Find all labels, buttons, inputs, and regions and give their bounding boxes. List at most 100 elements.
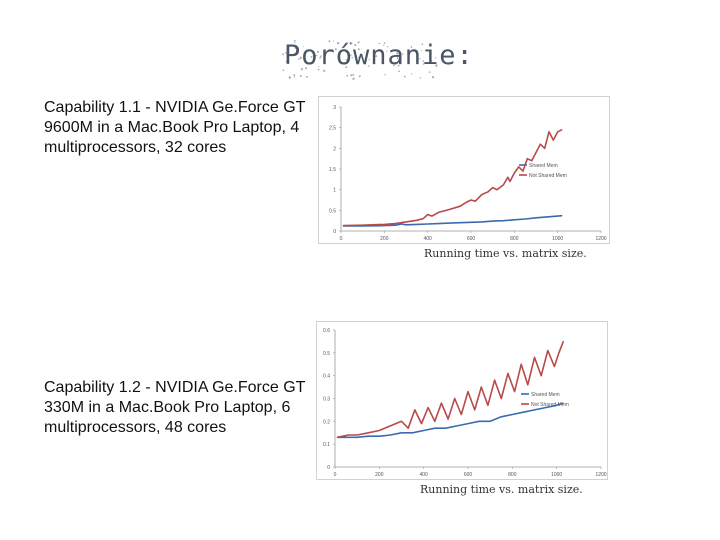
data-point — [514, 391, 516, 393]
data-point — [545, 407, 547, 409]
y-tick-label: 1.5 — [329, 167, 336, 173]
chart-1-panel: 0 0.5 1 1.5 2 2.5 3 0 200 400 600 800 1000 1200 Shared… — [318, 96, 610, 244]
chart-2-panel: 0 0.1 0.2 0.3 0.4 0.5 0.6 0 200 400 600 800 1000 1200… — [316, 321, 608, 480]
legend-label: Shared Mem — [531, 392, 560, 398]
speckle-dot — [358, 75, 361, 78]
speckle-dot — [299, 56, 302, 59]
data-point — [416, 219, 418, 221]
chart-2: 0 0.1 0.2 0.3 0.4 0.5 0.6 0 200 400 600 800 1000 1200… — [323, 328, 607, 478]
speckle-dot — [401, 53, 404, 55]
y-tick-label: 0 — [327, 465, 330, 471]
data-point — [487, 191, 489, 193]
speckle-dot — [282, 69, 285, 72]
data-point — [412, 432, 414, 434]
data-point — [534, 356, 535, 358]
speckle-dot — [345, 58, 348, 61]
x-tick-label: 800 — [508, 472, 517, 478]
data-point — [459, 205, 461, 207]
data-point — [362, 224, 364, 226]
data-point — [378, 435, 380, 437]
data-point — [405, 224, 407, 226]
data-point — [513, 172, 515, 174]
x-tick-label: 600 — [464, 472, 473, 478]
data-point — [552, 139, 554, 141]
speckle-dot — [317, 68, 320, 71]
speckle-dot — [396, 57, 399, 60]
x-tick-label: 600 — [467, 236, 476, 242]
data-point — [427, 407, 429, 409]
data-point — [524, 218, 526, 220]
y-tick-label: 3 — [333, 105, 336, 111]
data-point — [414, 409, 416, 411]
speckle-dot — [383, 42, 386, 44]
data-point — [562, 340, 564, 342]
data-point — [535, 152, 537, 153]
data-point — [440, 402, 442, 404]
data-point — [454, 398, 456, 399]
speckle-dot — [323, 69, 326, 72]
speckle-dot — [395, 49, 399, 52]
data-point — [416, 223, 418, 225]
data-point — [467, 423, 469, 425]
data-point — [336, 436, 338, 438]
y-tick-label: 0.5 — [323, 351, 330, 357]
gpu-description-2: Capability 1.2 - NVIDIA Ge.Force GT 330M… — [44, 379, 306, 436]
speckle-dot — [410, 46, 413, 48]
speckle-dot — [357, 61, 360, 63]
data-point — [434, 420, 436, 422]
data-point — [492, 220, 494, 222]
data-point — [496, 189, 498, 191]
data-point — [367, 432, 369, 434]
data-point — [503, 184, 504, 186]
speckle-dot — [328, 40, 331, 43]
y-tick-label: 0 — [333, 229, 336, 235]
speckle-dot — [294, 47, 296, 49]
data-point — [401, 223, 403, 225]
speckle-dot — [305, 67, 308, 70]
data-point — [527, 384, 529, 386]
slide-title: Porównanie: — [280, 38, 473, 82]
data-point — [547, 350, 549, 351]
data-point — [448, 222, 450, 224]
speckle-dot — [435, 57, 437, 59]
speckle-dot — [349, 54, 352, 56]
data-point — [434, 427, 436, 429]
speckle-dot — [422, 60, 425, 62]
speckle-dot — [432, 76, 435, 79]
speckle-dot — [386, 50, 388, 52]
data-point — [487, 404, 489, 406]
speckle-dot — [298, 58, 300, 60]
data-point — [347, 436, 349, 438]
data-point — [401, 432, 402, 434]
speckle-dot — [368, 58, 371, 61]
speckle-dot — [349, 41, 352, 45]
speckle-dot — [320, 55, 322, 57]
x-tick-label: 1000 — [552, 236, 563, 242]
data-point — [535, 217, 537, 219]
data-point — [481, 221, 483, 223]
speckle-dot — [345, 66, 348, 69]
speckle-dot — [397, 64, 400, 67]
data-point — [423, 430, 425, 431]
speckle-dot — [341, 46, 344, 49]
y-tick-label: 0.5 — [329, 208, 336, 214]
data-point — [378, 430, 380, 431]
data-point — [470, 221, 472, 223]
speckle-dot — [293, 39, 296, 42]
speckle-dot — [288, 76, 291, 79]
data-point — [407, 427, 409, 429]
speckle-dot — [285, 60, 288, 63]
y-tick-label: 0.2 — [323, 419, 330, 425]
data-point — [470, 199, 472, 201]
data-point — [553, 366, 555, 367]
data-point — [481, 194, 483, 196]
data-point — [466, 201, 468, 203]
data-point — [389, 434, 391, 436]
data-point — [383, 223, 385, 225]
data-point — [511, 414, 513, 415]
speckle-dot — [302, 46, 304, 48]
speckle-dot — [393, 62, 397, 65]
speckle-dot — [293, 76, 296, 78]
data-point — [557, 215, 559, 217]
data-point — [467, 391, 469, 393]
